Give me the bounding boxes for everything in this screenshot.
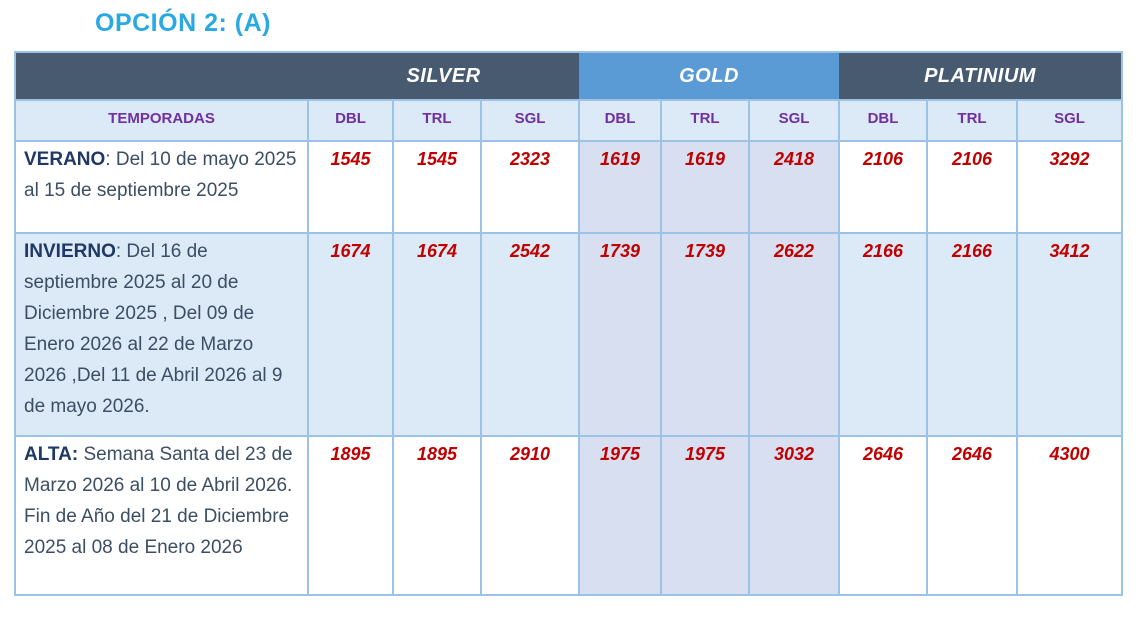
column-header-temporadas: TEMPORADAS xyxy=(14,99,309,142)
price-invierno-silver-dbl: 1674 xyxy=(307,232,394,437)
season-label: VERANO xyxy=(24,149,106,170)
price-alta-platinium-dbl: 2646 xyxy=(838,435,929,596)
season-detail: Semana Santa del 23 de Marzo 2026 al 10 … xyxy=(24,444,293,558)
season-cell-verano: VERANO: Del 10 de mayo 2025 al 15 de sep… xyxy=(14,140,309,234)
column-header-platinium-dbl: DBL xyxy=(838,99,929,142)
group-header-silver: SILVER xyxy=(308,51,580,101)
price-verano-silver-sgl: 2323 xyxy=(479,140,581,234)
group-header-row: SILVER GOLD PLATINIUM xyxy=(15,51,1123,101)
price-verano-silver-trl: 1545 xyxy=(392,140,482,234)
page-title: OPCIÓN 2: (A) xyxy=(95,9,271,37)
row-verano: VERANO: Del 10 de mayo 2025 al 15 de sep… xyxy=(14,140,1124,234)
season-detail: : Del 16 de septiembre 2025 al 20 de Dic… xyxy=(24,241,283,417)
price-verano-gold-dbl: 1619 xyxy=(578,140,663,234)
price-verano-gold-sgl: 2418 xyxy=(748,140,841,234)
seasons-price-table: SILVER GOLD PLATINIUM TEMPORADAS DBL TRL… xyxy=(14,51,1124,596)
price-alta-gold-sgl: 3032 xyxy=(748,435,841,596)
price-invierno-platinium-dbl: 2166 xyxy=(838,232,929,437)
column-header-platinium-sgl: SGL xyxy=(1016,99,1124,142)
group-header-platinium: PLATINIUM xyxy=(839,51,1123,101)
price-alta-gold-trl: 1975 xyxy=(660,435,751,596)
price-verano-platinium-trl: 2106 xyxy=(926,140,1019,234)
price-invierno-gold-dbl: 1739 xyxy=(578,232,663,437)
price-verano-silver-dbl: 1545 xyxy=(307,140,394,234)
price-alta-silver-trl: 1895 xyxy=(392,435,482,596)
row-alta: ALTA: Semana Santa del 23 de Marzo 2026 … xyxy=(14,435,1124,596)
price-alta-silver-dbl: 1895 xyxy=(307,435,394,596)
column-header-row: TEMPORADAS DBL TRL SGL DBL TRL SGL DBL T… xyxy=(14,99,1124,142)
price-verano-platinium-sgl: 3292 xyxy=(1016,140,1124,234)
price-alta-gold-dbl: 1975 xyxy=(578,435,663,596)
season-label: ALTA: xyxy=(24,444,79,465)
column-header-platinium-trl: TRL xyxy=(926,99,1019,142)
row-invierno: INVIERNO: Del 16 de septiembre 2025 al 2… xyxy=(14,232,1124,437)
season-cell-invierno: INVIERNO: Del 16 de septiembre 2025 al 2… xyxy=(14,232,309,437)
price-invierno-gold-trl: 1739 xyxy=(660,232,751,437)
column-header-gold-sgl: SGL xyxy=(748,99,841,142)
column-header-gold-dbl: DBL xyxy=(578,99,663,142)
price-verano-gold-trl: 1619 xyxy=(660,140,751,234)
column-header-silver-trl: TRL xyxy=(392,99,482,142)
price-alta-silver-sgl: 2910 xyxy=(479,435,581,596)
price-alta-platinium-sgl: 4300 xyxy=(1016,435,1124,596)
group-header-gold: GOLD xyxy=(579,51,840,101)
header-corner-cell xyxy=(15,51,308,101)
column-header-silver-sgl: SGL xyxy=(479,99,581,142)
price-invierno-platinium-trl: 2166 xyxy=(926,232,1019,437)
column-header-gold-trl: TRL xyxy=(660,99,751,142)
column-header-silver-dbl: DBL xyxy=(307,99,394,142)
season-label: INVIERNO xyxy=(24,241,116,262)
price-invierno-silver-sgl: 2542 xyxy=(479,232,581,437)
price-invierno-silver-trl: 1674 xyxy=(392,232,482,437)
price-verano-platinium-dbl: 2106 xyxy=(838,140,929,234)
season-detail: : Del 10 de mayo 2025 al 15 de septiembr… xyxy=(24,149,297,201)
price-alta-platinium-trl: 2646 xyxy=(926,435,1019,596)
price-invierno-platinium-sgl: 3412 xyxy=(1016,232,1124,437)
season-cell-alta: ALTA: Semana Santa del 23 de Marzo 2026 … xyxy=(14,435,309,596)
price-invierno-gold-sgl: 2622 xyxy=(748,232,841,437)
